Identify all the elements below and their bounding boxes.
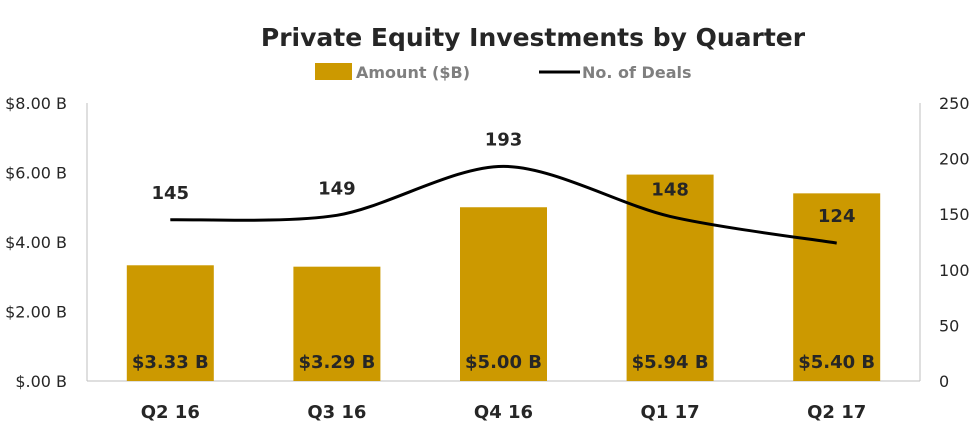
legend: Amount ($B) No. of Deals: [315, 63, 692, 82]
left-tick-label: $.00 B: [15, 372, 67, 391]
bar-data-label: $3.29 B: [298, 352, 375, 373]
left-tick-label: $8.00 B: [5, 94, 67, 113]
bar[interactable]: [293, 266, 381, 381]
bar[interactable]: [460, 207, 547, 381]
line-data-label: 148: [651, 179, 689, 200]
right-tick-label: 50: [939, 316, 959, 335]
right-tick-label: 150: [939, 205, 970, 224]
category-label: Q1 17: [641, 402, 700, 423]
right-tick-label: 200: [939, 150, 970, 169]
line-series: 145 149 193 148 124: [152, 129, 856, 245]
line-data-label: 193: [485, 129, 523, 150]
bar-series: $3.33 B $3.29 B $5.00 B $5.94 B $5.40 B: [126, 174, 881, 381]
category-label: Q4 16: [474, 402, 533, 423]
legend-item-amount[interactable]: Amount ($B): [315, 63, 470, 82]
left-tick-label: $2.00 B: [5, 303, 67, 322]
legend-label-deals: No. of Deals: [582, 63, 692, 82]
legend-label-amount: Amount ($B): [356, 63, 470, 82]
right-axis-ticks: 0 50 100 150 200 250: [939, 94, 970, 391]
left-tick-label: $6.00 B: [5, 164, 67, 183]
left-axis-ticks: $.00 B $2.00 B $4.00 B $6.00 B $8.00 B: [5, 94, 67, 391]
bar-data-label: $5.00 B: [465, 352, 542, 373]
chart-title: Private Equity Investments by Quarter: [261, 23, 806, 52]
bar[interactable]: [793, 193, 881, 381]
bar-data-label: $5.94 B: [632, 352, 709, 373]
category-labels: Q2 16 Q3 16 Q4 16 Q1 17 Q2 17: [141, 402, 867, 423]
right-tick-label: 250: [939, 94, 970, 113]
left-tick-label: $4.00 B: [5, 233, 67, 252]
line-data-label: 149: [318, 178, 356, 199]
category-label: Q2 17: [807, 402, 866, 423]
line-data-label: 145: [152, 183, 190, 204]
bar-data-label: $3.33 B: [132, 352, 209, 373]
legend-item-deals[interactable]: No. of Deals: [539, 63, 692, 82]
bar[interactable]: [126, 265, 214, 381]
legend-swatch-amount: [315, 63, 352, 80]
bar-data-label: $5.40 B: [798, 352, 875, 373]
right-tick-label: 0: [939, 372, 949, 391]
category-label: Q3 16: [307, 402, 366, 423]
line-data-label: 124: [818, 206, 856, 227]
right-tick-label: 100: [939, 261, 970, 280]
category-label: Q2 16: [141, 402, 200, 423]
